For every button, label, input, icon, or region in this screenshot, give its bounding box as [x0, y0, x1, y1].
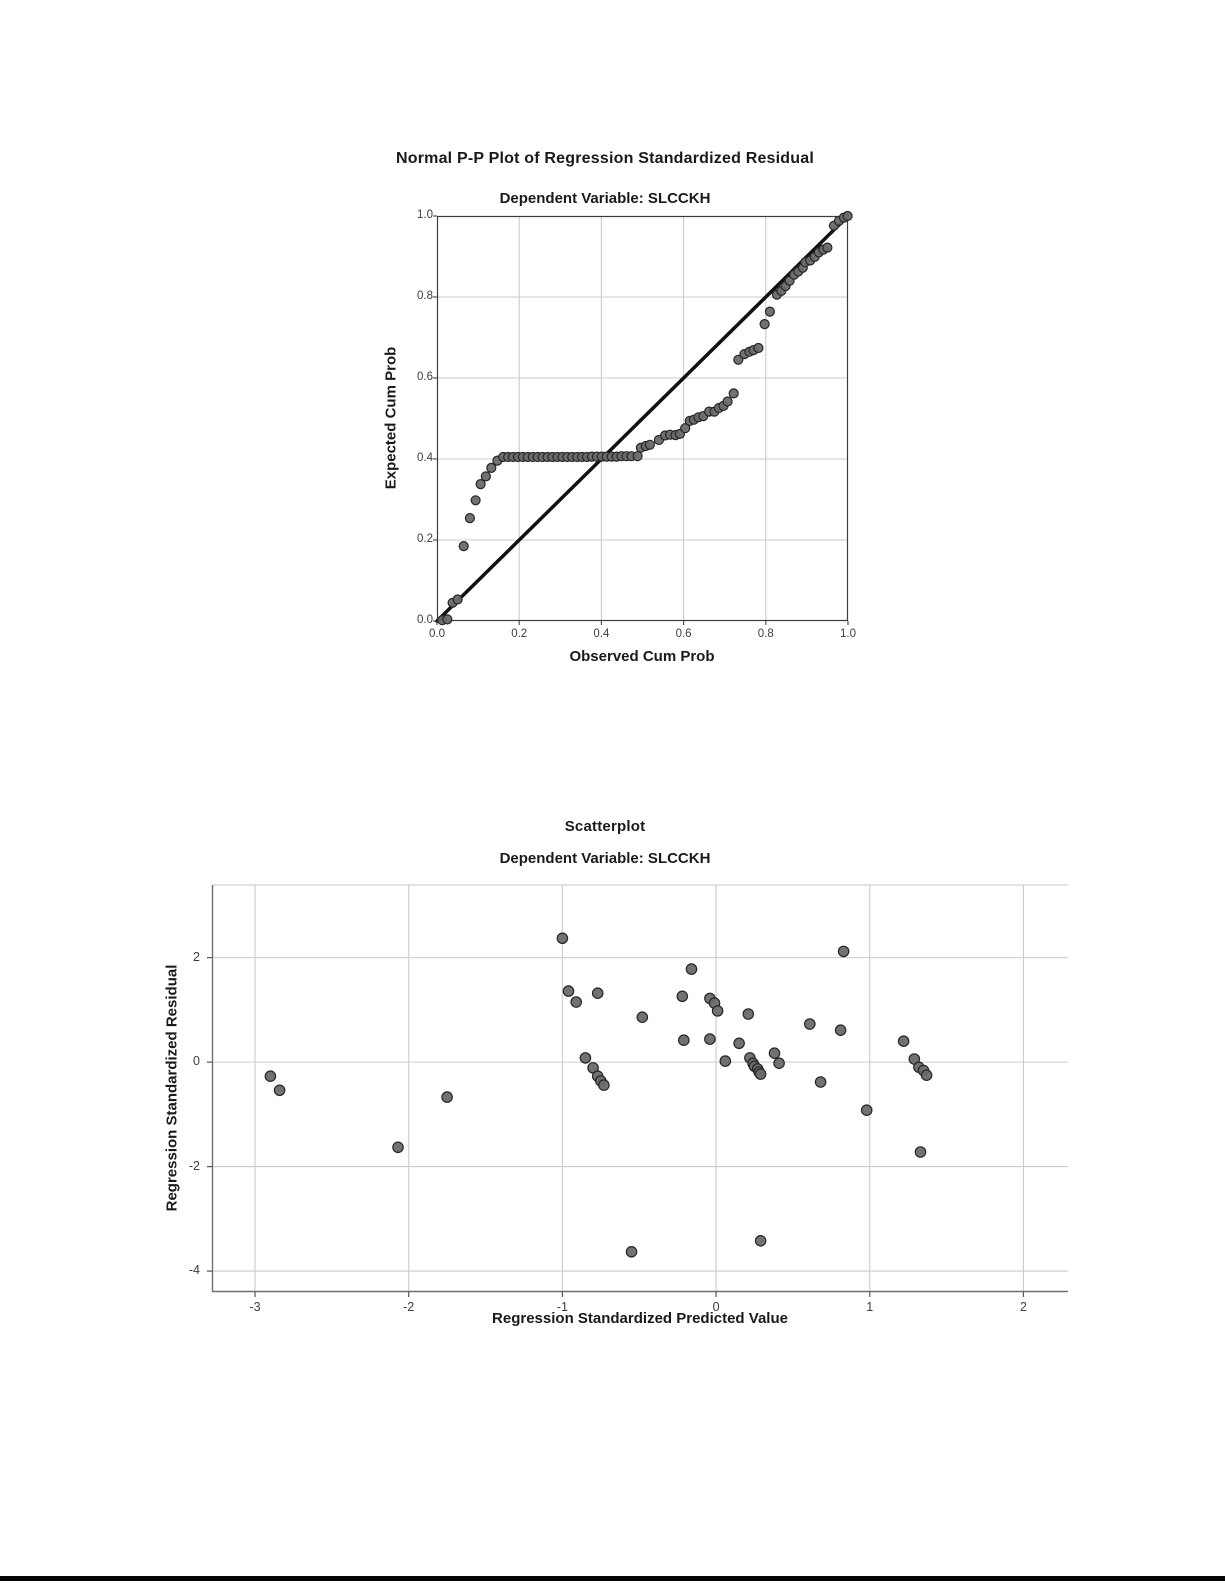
pp-plot-data-point [464, 513, 476, 524]
pp-plot-y-tick-label: 0.4 [417, 452, 433, 464]
pp-plot-y-tick-label: 0.6 [417, 371, 433, 383]
scatterplot-data-point [591, 987, 604, 999]
pp-plot-data-point [486, 462, 497, 473]
scatterplot-x-tick-label: -2 [403, 1300, 415, 1314]
scatterplot-data-point [677, 1034, 690, 1046]
scatterplot-data-point [803, 1018, 816, 1030]
scatterplot-data-point [562, 985, 575, 997]
pp-plot-data-point [680, 423, 691, 434]
pp-plot-canvas [433, 210, 853, 626]
scatterplot-data-point [636, 1011, 649, 1023]
scatterplot-x-tick-label: -3 [249, 1300, 261, 1314]
scatterplot-y-tick-label: -4 [188, 1263, 200, 1278]
pp-plot-data-point [480, 471, 492, 482]
pp-plot-x-axis-title: Observed Cum Prob [569, 648, 715, 665]
scatterplot-x-tick-label: 2 [1019, 1300, 1027, 1314]
pp-plot-x-tick-label: 1.0 [840, 628, 856, 640]
scatterplot-data-point [711, 1005, 724, 1017]
pp-plot-data-point [728, 388, 739, 399]
scatterplot-data-point [742, 1008, 755, 1020]
scatterplot-data-point [441, 1091, 453, 1103]
pp-plot-y-tick-label: 0.8 [417, 290, 433, 302]
scatterplot-x-tick-label: -1 [556, 1300, 568, 1314]
pp-plot-data-point [842, 210, 853, 222]
pp-plot-y-tick-label: 0.2 [417, 533, 433, 545]
scatterplot-data-point [814, 1076, 827, 1088]
scatterplot-y-tick-label: 2 [193, 949, 200, 964]
bottom-divider [0, 1576, 1225, 1581]
pp-plot-x-tick-label: 0.4 [593, 628, 610, 640]
pp-plot-data-point [632, 451, 643, 462]
pp-plot-data-point [475, 479, 486, 490]
scatterplot-data-point [754, 1068, 767, 1080]
scatterplot-data-point [768, 1047, 781, 1059]
scatterplot-subtitle: Dependent Variable: SLCCKH [499, 850, 711, 867]
pp-plot-data-point [759, 318, 770, 330]
scatterplot-data-point [897, 1035, 910, 1047]
scatterplot-data-point [773, 1057, 785, 1069]
scatterplot-data-point [676, 990, 689, 1003]
scatterplot-data-point [834, 1024, 847, 1036]
pp-plot-reference-line [435, 214, 850, 623]
pp-plot-data-point [470, 495, 481, 506]
scatterplot-data-point [579, 1052, 592, 1064]
pp-plot-y-tick-label: 1.0 [417, 209, 433, 221]
pp-plot-data-point [722, 396, 733, 407]
pp-plot-x-tick-label: 0.6 [675, 628, 692, 640]
scatterplot-data-point [625, 1245, 638, 1258]
scatterplot-y-tick-label: -2 [188, 1158, 200, 1173]
pp-plot-data-point [822, 242, 833, 253]
scatterplot-x-axis-title: Regression Standardized Predicted Value [492, 1310, 788, 1327]
pp-plot-x-tick-label: 0.8 [757, 628, 774, 640]
pp-plot-data-point [458, 541, 469, 552]
scatterplot-x-tick-label: 0 [712, 1300, 720, 1314]
scatterplot-data-point [860, 1104, 873, 1116]
pp-plot-title: Normal P-P Plot of Regression Standardiz… [396, 150, 814, 167]
scatterplot-data-point [914, 1146, 927, 1158]
scatterplot-data-point [754, 1234, 767, 1247]
scatterplot-data-point [392, 1141, 404, 1154]
scatterplot-data-point [556, 932, 569, 945]
scatterplot-data-point [598, 1079, 610, 1091]
pp-plot-data-point [764, 306, 775, 317]
pp-plot-border [436, 215, 849, 622]
scatterplot-data-point [273, 1084, 286, 1097]
pp-plot-y-axis-title: Expected Cum Prob [382, 346, 400, 490]
pp-plot-x-tick-label: 0.2 [511, 628, 528, 640]
pp-plot-data-point [644, 439, 655, 450]
scatterplot-data-point [570, 996, 582, 1008]
scatterplot-x-tick-label: 1 [866, 1300, 874, 1314]
pp-plot-subtitle: Dependent Variable: SLCCKH [499, 190, 711, 207]
pp-plot-x-tick-label: 0.0 [429, 628, 445, 640]
scatterplot-title: Scatterplot [564, 818, 646, 835]
scatterplot-data-point [704, 1033, 716, 1045]
pp-plot-data-point [733, 354, 744, 365]
pp-plot-y-tick-label: 0.0 [417, 614, 433, 626]
pp-plot-data-point [753, 342, 764, 354]
scatterplot-data-point [733, 1037, 745, 1050]
scatterplot-data-point [920, 1069, 933, 1081]
pp-plot-data-point [442, 614, 453, 625]
scatterplot-y-axis-title: Regression Standardized Residual [163, 964, 181, 1212]
scatterplot-data-point [719, 1055, 732, 1067]
scatterplot-data-point [685, 963, 698, 975]
pp-plot-data-point [452, 594, 463, 605]
scatterplot-canvas [207, 884, 1068, 1297]
scatterplot-y-tick-label: 0 [193, 1054, 200, 1069]
scatterplot-data-point [837, 945, 850, 958]
scatterplot-data-point [264, 1070, 277, 1082]
